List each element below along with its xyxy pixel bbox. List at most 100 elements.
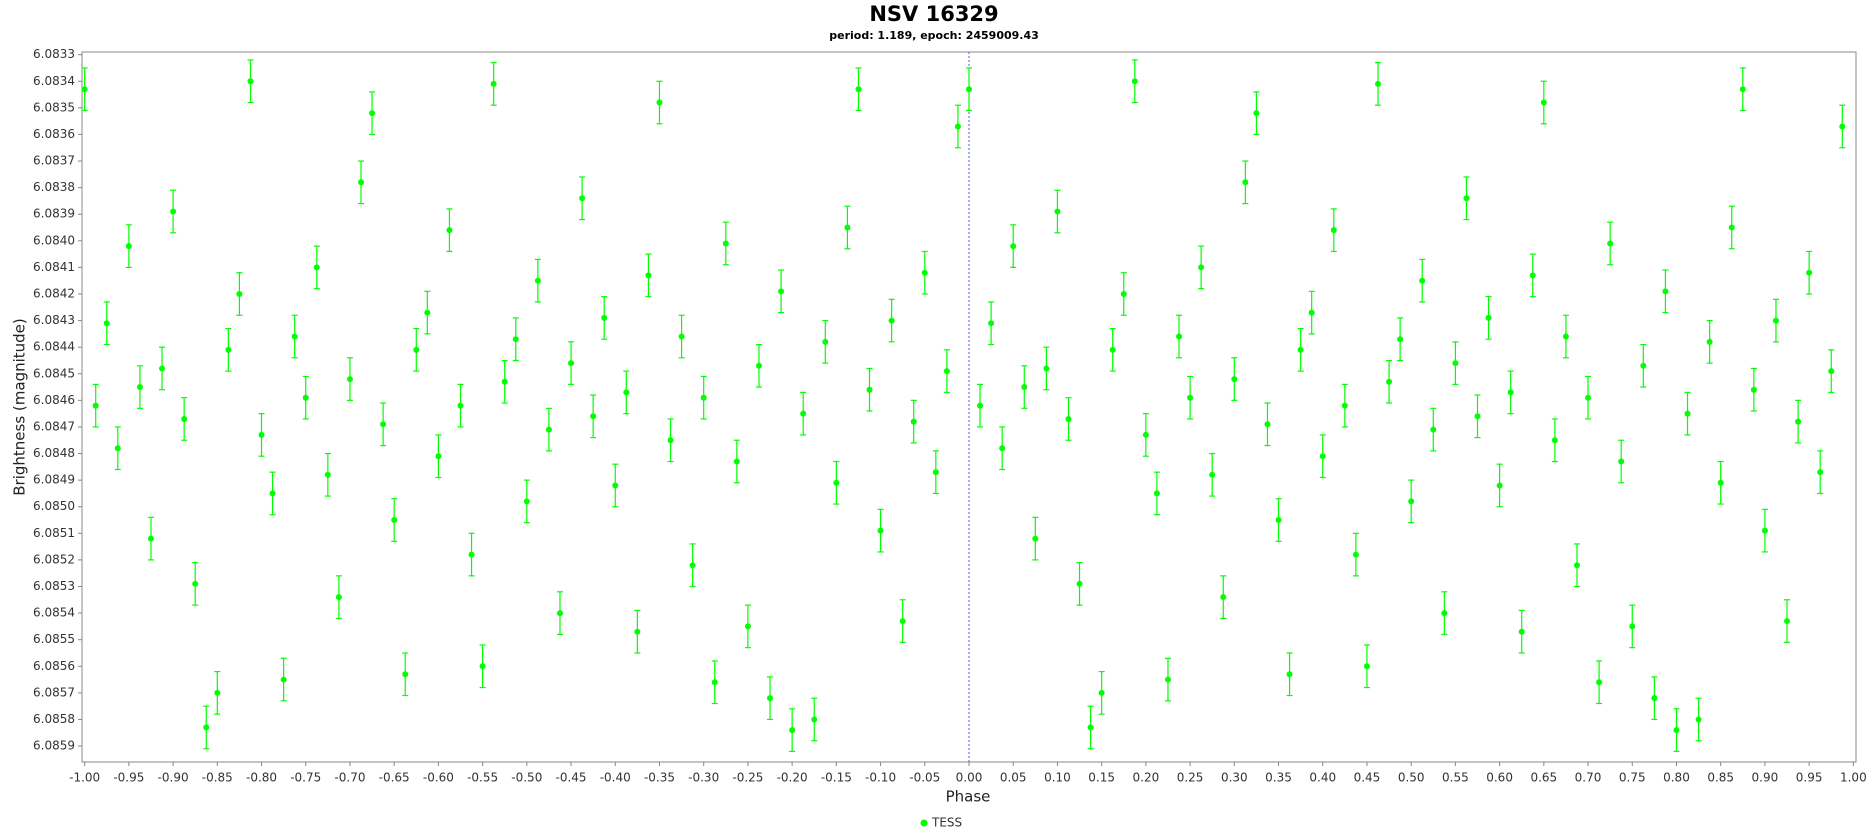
point [1131,78,1138,85]
x-tick-label: -0.60 [423,771,454,785]
point [1220,594,1227,601]
point [789,727,796,734]
x-tick-label: -0.20 [777,771,808,785]
point [623,389,630,396]
x-tick-label: -0.85 [202,771,233,785]
point [192,580,199,587]
point [844,224,851,231]
point [1750,386,1757,393]
point [1596,679,1603,686]
point [1275,517,1282,524]
x-tick-label: -0.30 [688,771,719,785]
y-tick-label: 6.0837 [33,154,75,168]
x-tick-label: 0.50 [1398,771,1425,785]
point [1518,628,1525,635]
y-tick-label: 6.0854 [33,606,75,620]
point [1717,479,1724,486]
point [1098,689,1105,696]
point [391,517,398,524]
point [1629,623,1636,630]
x-tick-label: 0.20 [1133,771,1160,785]
point [1784,618,1791,625]
x-tick-label: -0.50 [511,771,542,785]
y-tick-label: 6.0856 [33,659,75,673]
point [1142,431,1149,438]
point [910,418,917,425]
point [722,240,729,247]
point [1375,80,1382,87]
x-tick-label: 0.15 [1088,771,1115,785]
point [612,482,619,489]
y-tick-label: 6.0852 [33,552,75,566]
point [1441,610,1448,617]
point [888,317,895,324]
point [181,415,188,422]
legend-label: TESS [931,816,962,830]
x-tick-label: 0.35 [1265,771,1292,785]
point [170,208,177,215]
y-tick-label: 6.0839 [33,207,75,221]
point [1198,264,1205,271]
point [1164,676,1171,683]
point [1065,415,1072,422]
point [103,320,110,327]
y-tick-label: 6.0855 [33,632,75,646]
x-tick-label: 0.40 [1309,771,1336,785]
chart-title: NSV 16329 [869,2,998,26]
point [1463,195,1470,202]
point [1352,551,1359,558]
point [358,179,365,186]
y-tick-label: 6.0844 [33,340,75,354]
point [1739,86,1746,93]
point [214,689,221,696]
point [568,360,575,367]
point [269,490,276,497]
point [236,290,243,297]
chart-subtitle: period: 1.189, epoch: 2459009.43 [829,29,1039,42]
x-tick-label: 0.30 [1221,771,1248,785]
point [1640,362,1647,369]
point [1651,695,1658,702]
point [811,716,818,723]
x-tick-label: -0.70 [334,771,365,785]
point [1551,437,1558,444]
point [136,384,143,391]
point [954,123,961,130]
point [1319,453,1326,460]
point [1253,110,1260,117]
x-tick-label: 0.05 [1000,771,1027,785]
x-tick-label: -0.95 [113,771,144,785]
point [932,469,939,476]
point [1153,490,1160,497]
point [590,413,597,420]
point [1761,527,1768,534]
x-tick-label: 0.65 [1530,771,1557,785]
y-tick-label: 6.0846 [33,393,75,407]
point [512,336,519,343]
point [744,623,751,630]
point [324,471,331,478]
point [435,453,442,460]
point [114,445,121,452]
point [1176,333,1183,340]
point [1806,269,1813,276]
point [1054,208,1061,215]
y-axis-title: Brightness (magnitude) [11,318,29,496]
point [866,386,873,393]
point [523,498,530,505]
point [822,338,829,345]
point [999,445,1006,452]
x-tick-label: 0.55 [1442,771,1469,785]
point [800,410,807,417]
x-tick-label: -1.00 [69,771,100,785]
x-tick-label: 0.80 [1663,771,1690,785]
point [1297,346,1304,353]
point [667,437,674,444]
point [1573,562,1580,569]
y-tick-label: 6.0841 [33,260,75,274]
point [446,227,453,234]
point [1496,482,1503,489]
point [634,628,641,635]
point [1485,314,1492,321]
